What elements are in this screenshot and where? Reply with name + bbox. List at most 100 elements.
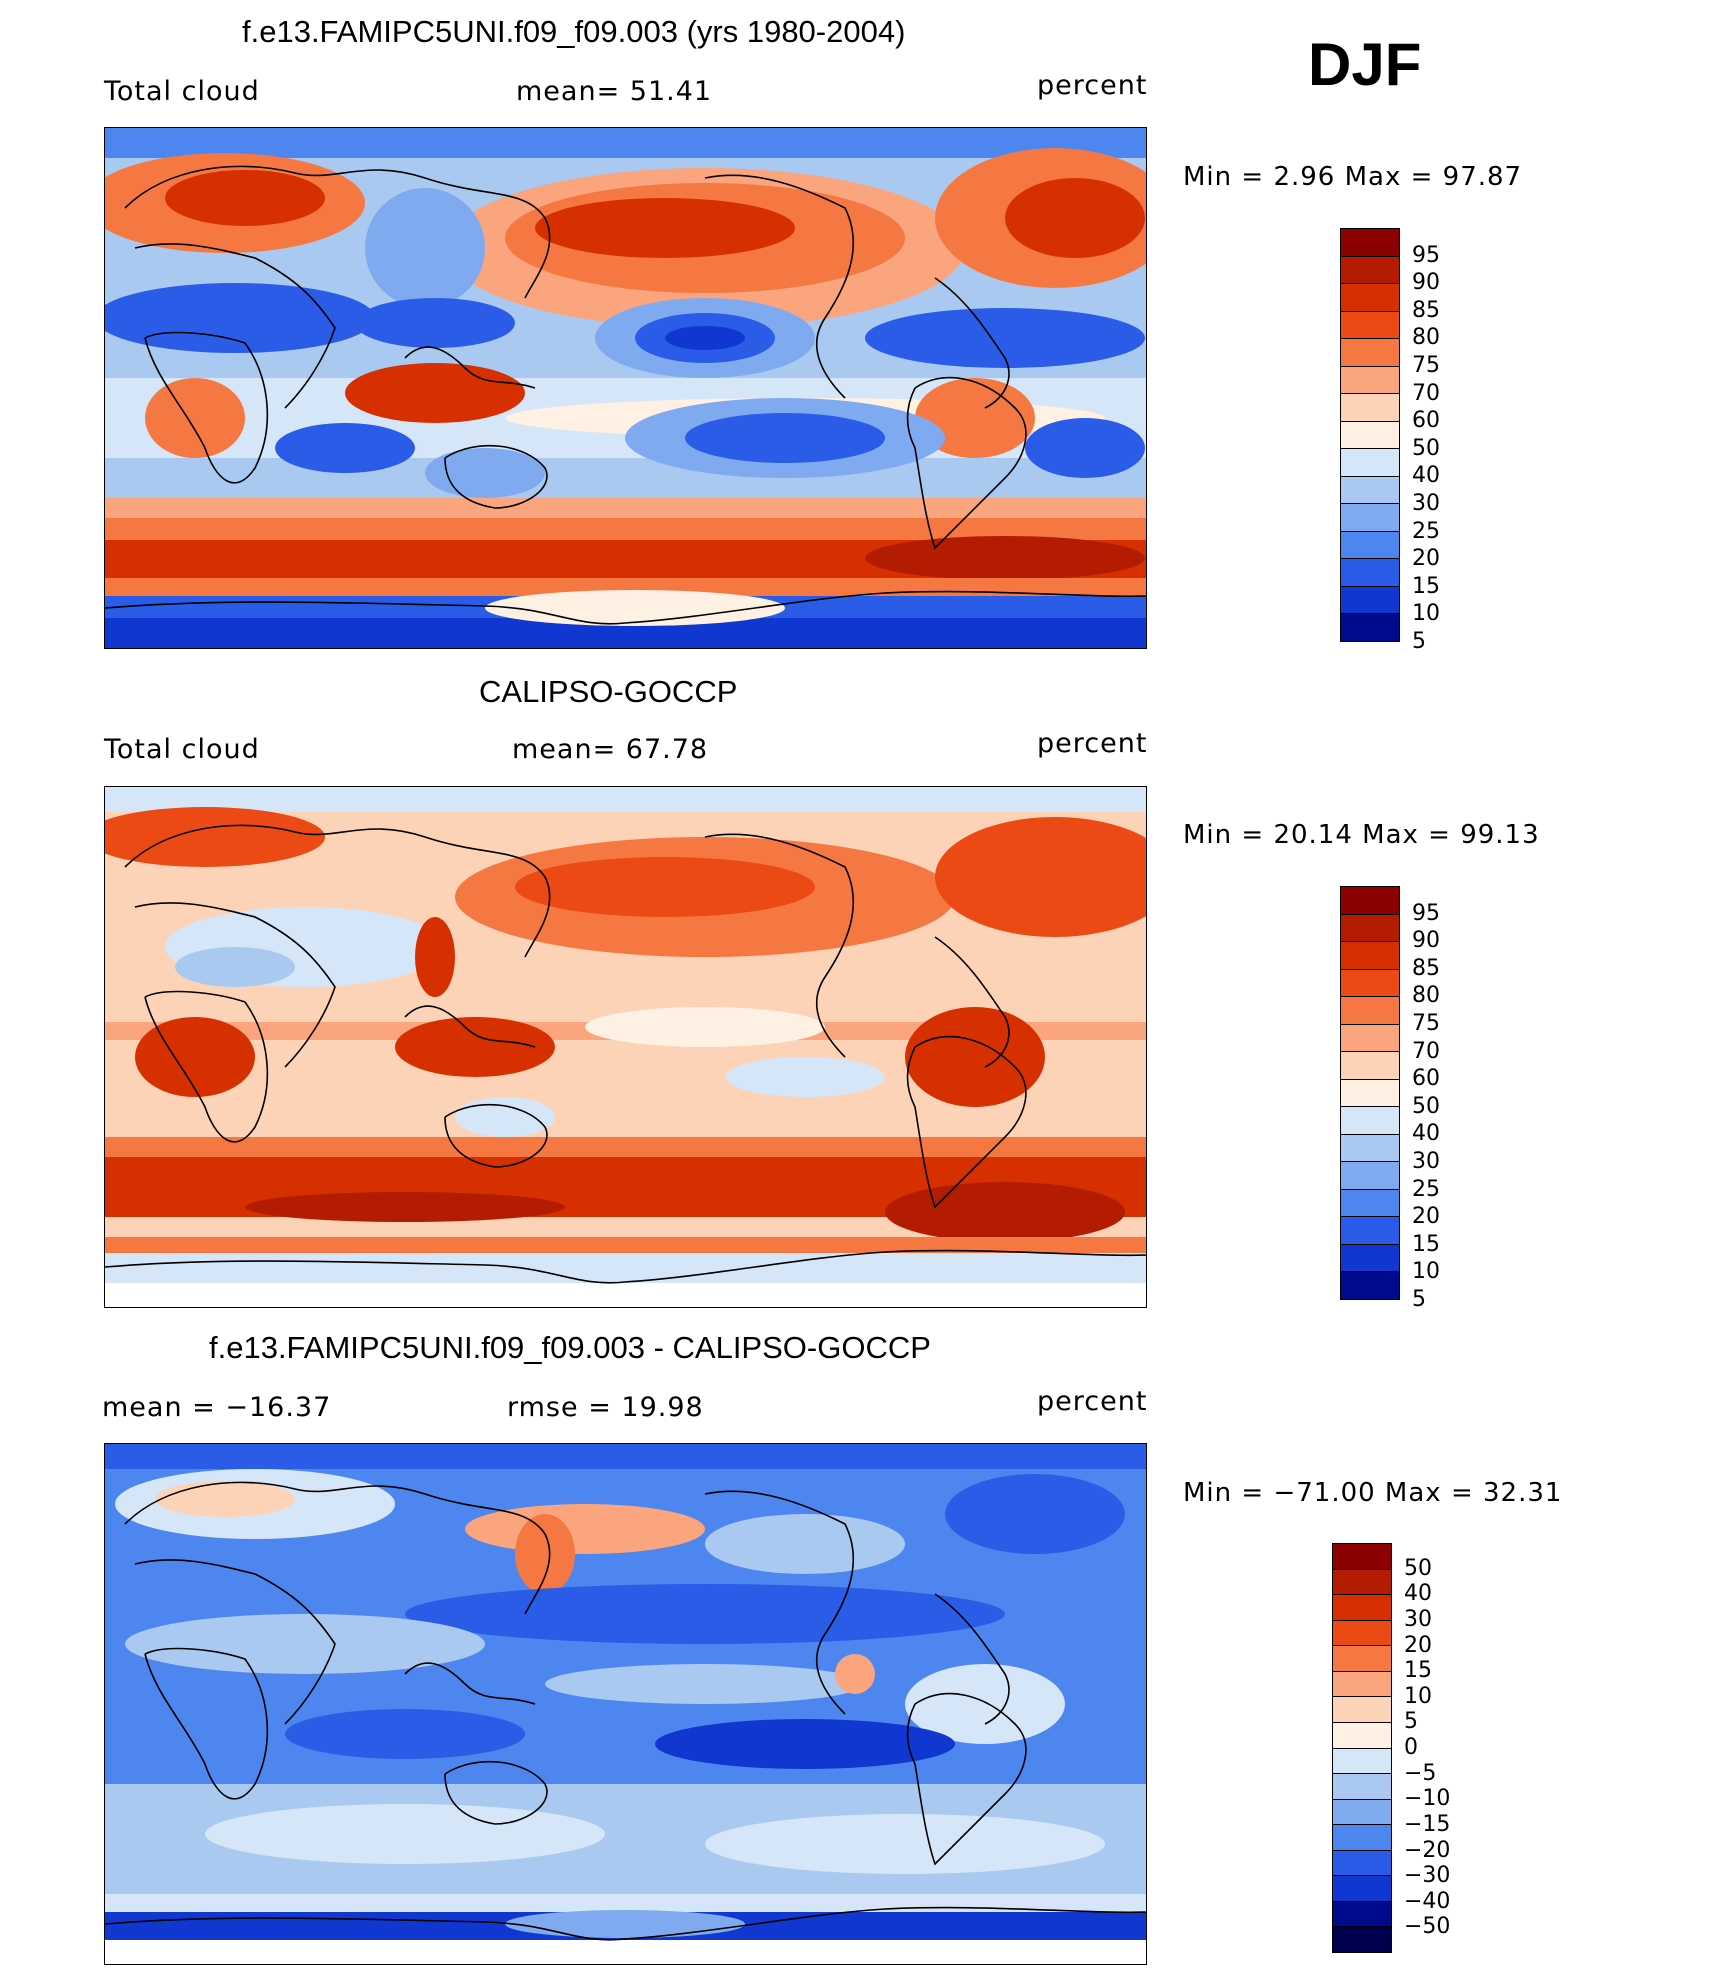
- colorbar-tick-label: 90: [1412, 270, 1440, 296]
- colorbar-tick-label: 20: [1412, 1204, 1440, 1230]
- colorbar-swatch: [1341, 229, 1399, 257]
- colorbar-swatch: [1341, 1134, 1399, 1163]
- colorbar-swatch: [1341, 449, 1399, 477]
- colorbar-tick-label: 20: [1412, 546, 1440, 572]
- colorbar-tick-label: 60: [1412, 1066, 1440, 1092]
- map-observation-field: [105, 787, 1146, 1307]
- colorbar-swatch: [1341, 339, 1399, 367]
- colorbar-swatch: [1341, 614, 1399, 641]
- min-max-readout: Min = 20.14 Max = 99.13: [1183, 820, 1540, 850]
- colorbar-tick-label: −15: [1404, 1811, 1451, 1837]
- colorbar-tick-label: −50: [1404, 1914, 1451, 1940]
- colorbar-tick-label: −5: [1404, 1760, 1437, 1786]
- colorbar-swatch: [1341, 1272, 1399, 1299]
- colorbar-tick-label: 25: [1412, 518, 1440, 544]
- mean-label: mean= 51.41: [516, 76, 713, 107]
- colorbar-tick-label: 50: [1412, 1093, 1440, 1119]
- colorbar-tick-label: 10: [1404, 1683, 1432, 1709]
- colorbar-tick-label: 70: [1412, 1038, 1440, 1064]
- colorbar-swatch: [1341, 531, 1399, 560]
- colorbar-swatch: [1333, 1569, 1391, 1596]
- colorbar-swatch: [1333, 1671, 1391, 1698]
- colorbar-tick-label: 50: [1412, 435, 1440, 461]
- colorbar-swatch: [1341, 997, 1399, 1025]
- colorbar-swatch: [1341, 1024, 1399, 1053]
- panel-title: f.e13.FAMIPC5UNI.f09_f09.003 - CALIPSO-G…: [209, 1330, 931, 1365]
- colorbar-tick-label: −10: [1404, 1786, 1451, 1812]
- colorbar-tick-label: 95: [1412, 242, 1440, 268]
- colorbar-tick-label: 40: [1404, 1581, 1432, 1607]
- units-label: percent: [1037, 728, 1148, 759]
- colorbar-tick-label: 5: [1412, 629, 1426, 654]
- colorbar-swatch: [1341, 969, 1399, 998]
- colorbar-tick-label: 80: [1412, 325, 1440, 351]
- mean-label: mean = −16.37: [102, 1392, 332, 1423]
- colorbar-tick-label: 85: [1412, 297, 1440, 323]
- min-max-readout: Min = 2.96 Max = 97.87: [1183, 162, 1523, 192]
- colorbar-swatch: [1341, 366, 1399, 395]
- colorbar-swatch: [1333, 1876, 1391, 1902]
- colorbar-swatch: [1333, 1901, 1391, 1928]
- colorbar-swatches: [1340, 886, 1400, 1300]
- colorbar-tick-label: 85: [1412, 955, 1440, 981]
- colorbar-swatch: [1333, 1799, 1391, 1826]
- colorbar-swatch: [1341, 504, 1399, 532]
- colorbar-tick-label: −40: [1404, 1888, 1451, 1914]
- colorbar-swatch: [1341, 1107, 1399, 1135]
- variable-label: Total cloud: [104, 76, 260, 107]
- colorbar-swatch: [1341, 1079, 1399, 1108]
- units-label: percent: [1037, 1386, 1148, 1417]
- colorbar-tick-label: 70: [1412, 380, 1440, 406]
- colorbar-swatch: [1341, 942, 1399, 970]
- colorbar-tick-label: −30: [1404, 1863, 1451, 1889]
- min-max-readout: Min = −71.00 Max = 32.31: [1183, 1478, 1563, 1508]
- colorbar-swatch: [1341, 284, 1399, 312]
- colorbar-swatch: [1333, 1774, 1391, 1800]
- colorbar-tick-label: 30: [1404, 1606, 1432, 1632]
- colorbar-tick-label: 15: [1412, 573, 1440, 599]
- colorbar-swatch: [1341, 476, 1399, 505]
- colorbar-swatch: [1333, 1697, 1391, 1723]
- colorbar-tick-label: 75: [1412, 1011, 1440, 1036]
- map-model-field: [105, 128, 1146, 648]
- map-difference-field: [105, 1444, 1146, 1964]
- colorbar-swatch: [1333, 1620, 1391, 1647]
- mean-label: mean= 67.78: [512, 734, 709, 765]
- colorbar-swatches: [1332, 1543, 1392, 1953]
- colorbar-swatch: [1341, 887, 1399, 915]
- colorbar-tick-label: 60: [1412, 408, 1440, 434]
- season-label: DJF: [1308, 31, 1422, 98]
- colorbar-tick-label: 10: [1412, 1259, 1440, 1285]
- colorbar-swatch: [1341, 914, 1399, 943]
- colorbar-swatch: [1341, 1052, 1399, 1080]
- colorbar-swatch: [1341, 559, 1399, 587]
- colorbar-tick-label: 90: [1412, 928, 1440, 954]
- colorbar-swatch: [1333, 1927, 1391, 1952]
- colorbar-tick-label: 10: [1412, 601, 1440, 627]
- map-observation: [104, 786, 1147, 1308]
- colorbar-tick-label: 40: [1412, 463, 1440, 489]
- panel-title: f.e13.FAMIPC5UNI.f09_f09.003 (yrs 1980-2…: [242, 14, 906, 49]
- colorbar-tick-label: 5: [1404, 1709, 1418, 1735]
- colorbar-tick-label: 5: [1412, 1287, 1426, 1312]
- colorbar-swatch: [1333, 1595, 1391, 1621]
- colorbar-swatch: [1333, 1722, 1391, 1749]
- colorbar-tick-label: 40: [1412, 1121, 1440, 1147]
- colorbar-swatch: [1333, 1646, 1391, 1672]
- colorbar-tick-label: 80: [1412, 983, 1440, 1009]
- colorbar-swatch: [1341, 1244, 1399, 1273]
- colorbar-swatch: [1341, 394, 1399, 422]
- colorbar-swatches: [1340, 228, 1400, 642]
- units-label: percent: [1037, 70, 1148, 101]
- rmse-label: rmse = 19.98: [507, 1392, 704, 1423]
- colorbar-swatch: [1333, 1748, 1391, 1775]
- colorbar-tick-label: 30: [1412, 1149, 1440, 1174]
- panel-title: CALIPSO-GOCCP: [479, 674, 738, 709]
- colorbar-tick-label: 20: [1404, 1632, 1432, 1658]
- colorbar-tick-label: 25: [1412, 1176, 1440, 1202]
- colorbar-swatch: [1341, 1162, 1399, 1190]
- colorbar-tick-label: 75: [1412, 353, 1440, 378]
- colorbar-swatch: [1341, 586, 1399, 615]
- map-difference: [104, 1443, 1147, 1965]
- colorbar-tick-label: 50: [1404, 1555, 1432, 1581]
